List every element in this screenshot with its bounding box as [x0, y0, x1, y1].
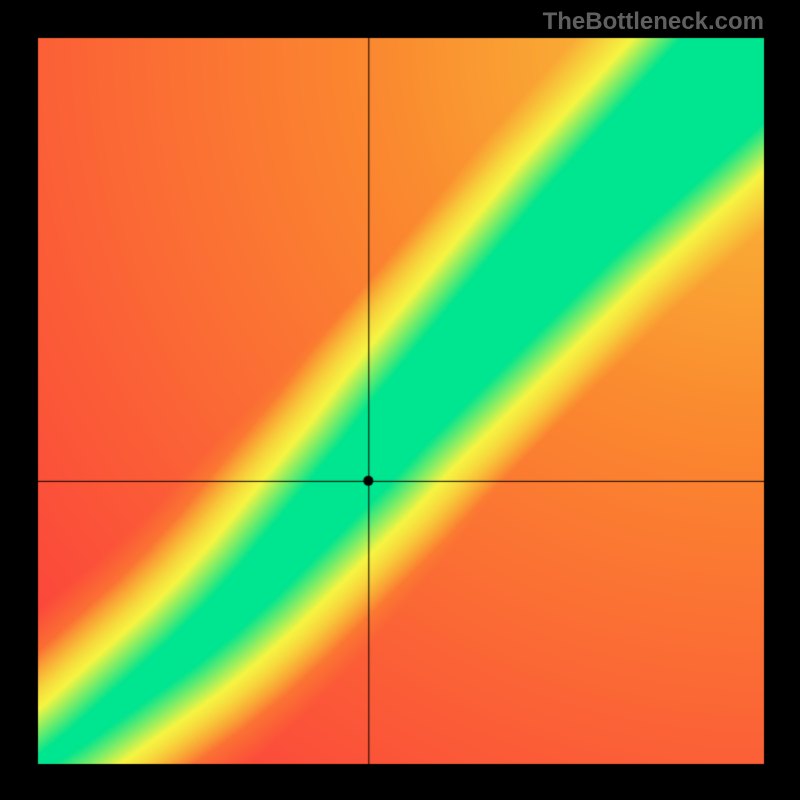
heatmap-canvas: [0, 0, 800, 800]
watermark-text: TheBottleneck.com: [543, 8, 764, 36]
chart-container: TheBottleneck.com: [0, 0, 800, 800]
